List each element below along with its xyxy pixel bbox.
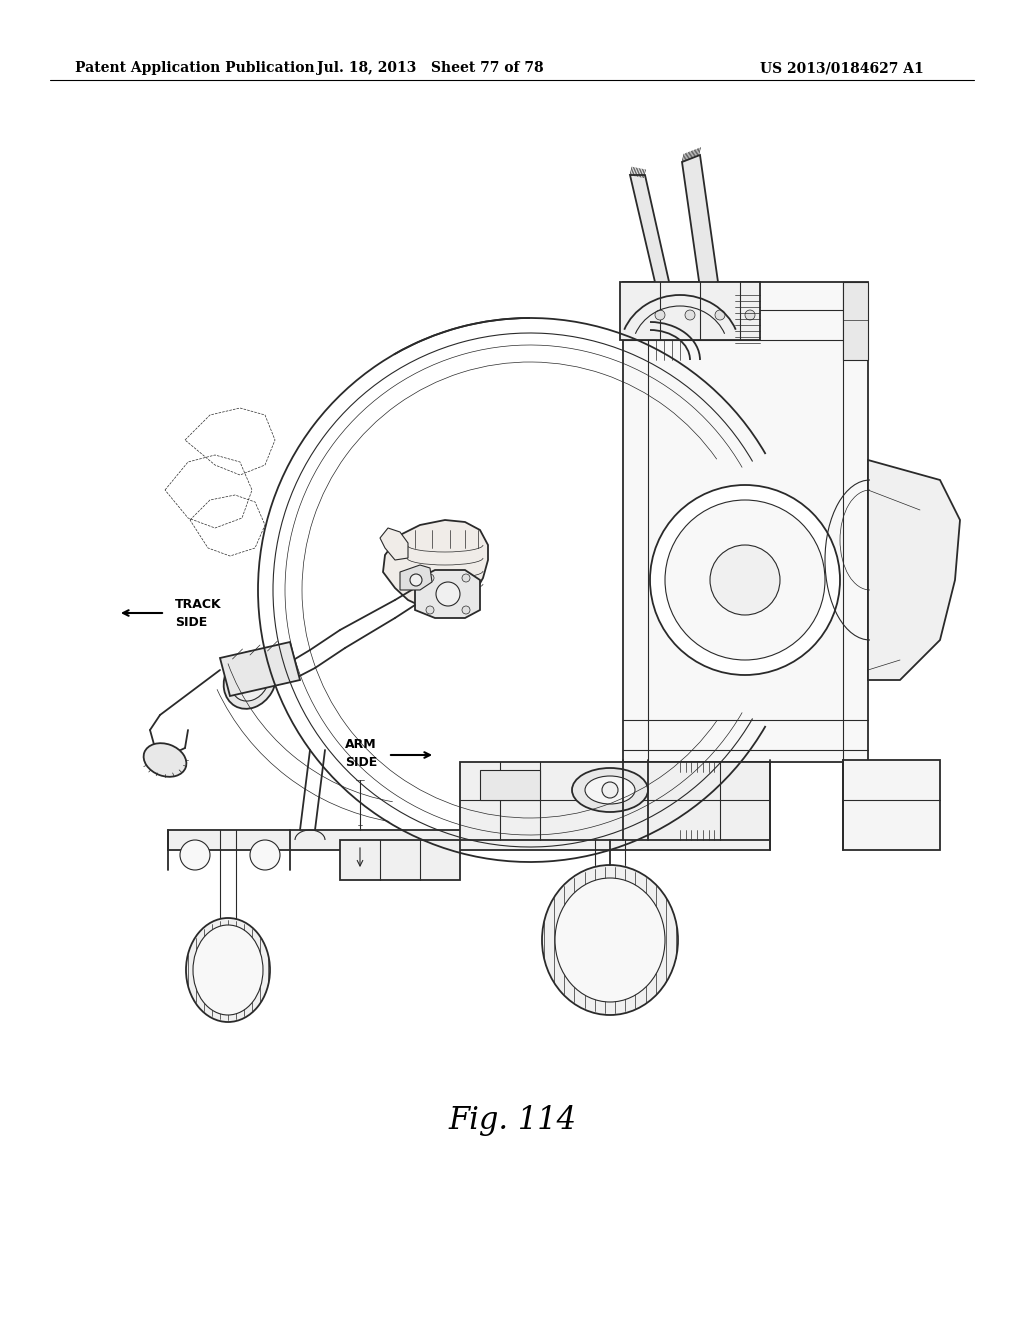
Polygon shape [480,770,540,800]
Circle shape [436,582,460,606]
Polygon shape [868,459,961,680]
Polygon shape [415,570,480,618]
Circle shape [180,840,210,870]
Circle shape [655,310,665,319]
Text: Patent Application Publication: Patent Application Publication [75,61,314,75]
Circle shape [710,545,780,615]
Polygon shape [625,282,740,330]
Polygon shape [623,282,868,762]
Circle shape [462,574,470,582]
Text: ARM
SIDE: ARM SIDE [345,738,377,768]
Circle shape [426,574,434,582]
Ellipse shape [231,659,269,701]
Circle shape [250,840,280,870]
Polygon shape [400,565,432,590]
Ellipse shape [223,651,276,709]
Text: TRACK
SIDE: TRACK SIDE [175,598,221,628]
Ellipse shape [193,925,263,1015]
Polygon shape [682,154,718,288]
Circle shape [715,310,725,319]
Circle shape [745,310,755,319]
Ellipse shape [143,743,186,776]
Text: US 2013/0184627 A1: US 2013/0184627 A1 [760,61,924,75]
Circle shape [650,484,840,675]
Ellipse shape [555,878,665,1002]
Polygon shape [220,642,300,696]
Polygon shape [383,520,488,609]
Ellipse shape [542,865,678,1015]
Circle shape [602,781,618,799]
Circle shape [685,310,695,319]
Polygon shape [843,282,868,360]
Polygon shape [620,282,760,341]
Ellipse shape [572,768,648,812]
Circle shape [462,606,470,614]
Polygon shape [460,762,770,840]
Polygon shape [843,760,940,850]
Polygon shape [168,830,770,850]
Ellipse shape [585,776,635,804]
Polygon shape [380,528,408,560]
Ellipse shape [186,917,270,1022]
Polygon shape [340,840,460,880]
Circle shape [665,500,825,660]
Text: Jul. 18, 2013   Sheet 77 of 78: Jul. 18, 2013 Sheet 77 of 78 [316,61,544,75]
Text: Fig. 114: Fig. 114 [449,1105,575,1135]
Circle shape [410,574,422,586]
Circle shape [426,606,434,614]
Polygon shape [630,176,672,294]
